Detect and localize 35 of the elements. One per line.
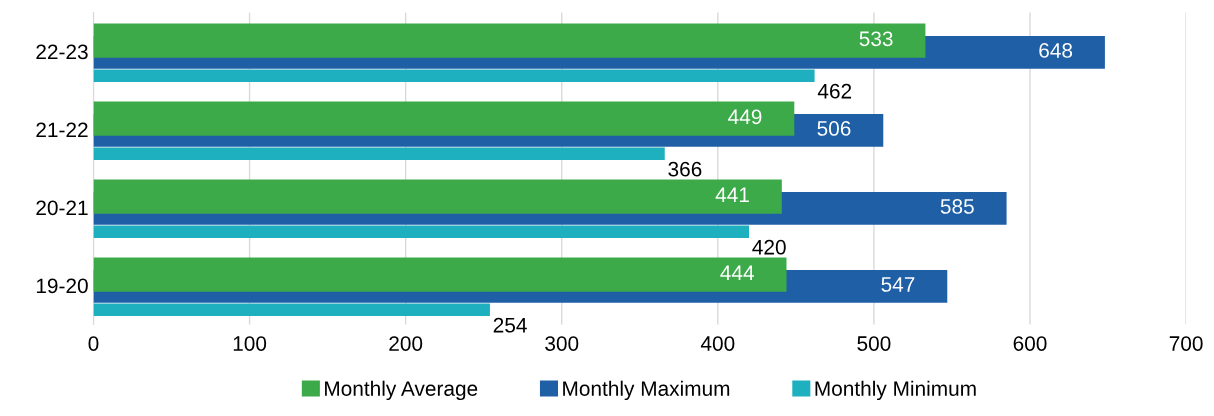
data-label: 585 <box>940 199 974 214</box>
x-tick-label: 300 <box>545 336 579 351</box>
x-tick-label: 100 <box>233 336 267 351</box>
data-label: 533 <box>859 31 893 47</box>
x-tick-label: 700 <box>1169 336 1203 351</box>
y-tick-label: 19-20 <box>36 278 88 294</box>
data-label: 366 <box>668 161 702 177</box>
x-tick-label: 600 <box>1013 336 1047 351</box>
data-label: 506 <box>817 121 851 136</box>
x-tick-label: 500 <box>857 336 891 351</box>
bar <box>93 303 490 316</box>
x-tick-label: 0 <box>88 336 99 351</box>
legend-label: Monthly Maximum <box>563 380 730 401</box>
legend-label: Monthly Minimum <box>815 380 976 401</box>
data-label: 254 <box>493 317 527 333</box>
y-tick-label: 22-23 <box>36 44 88 60</box>
bar <box>93 225 750 238</box>
data-label: 547 <box>881 277 915 292</box>
data-label: 444 <box>720 265 754 280</box>
legend-label: Monthly Average <box>325 380 478 401</box>
data-label: 449 <box>728 109 762 125</box>
data-label: 420 <box>752 239 786 255</box>
data-label: 462 <box>817 83 852 99</box>
bar <box>93 69 815 82</box>
x-tick-label: 400 <box>700 336 735 351</box>
bar <box>93 147 665 160</box>
data-label: 648 <box>1039 43 1073 58</box>
x-tick-label: 200 <box>389 336 423 351</box>
bar <box>93 23 926 58</box>
y-tick-label: 21-22 <box>36 122 88 138</box>
bar <box>93 179 782 214</box>
bar <box>93 257 787 292</box>
bar <box>93 101 795 136</box>
y-tick-label: 20-21 <box>36 200 88 216</box>
data-label: 441 <box>715 187 749 202</box>
